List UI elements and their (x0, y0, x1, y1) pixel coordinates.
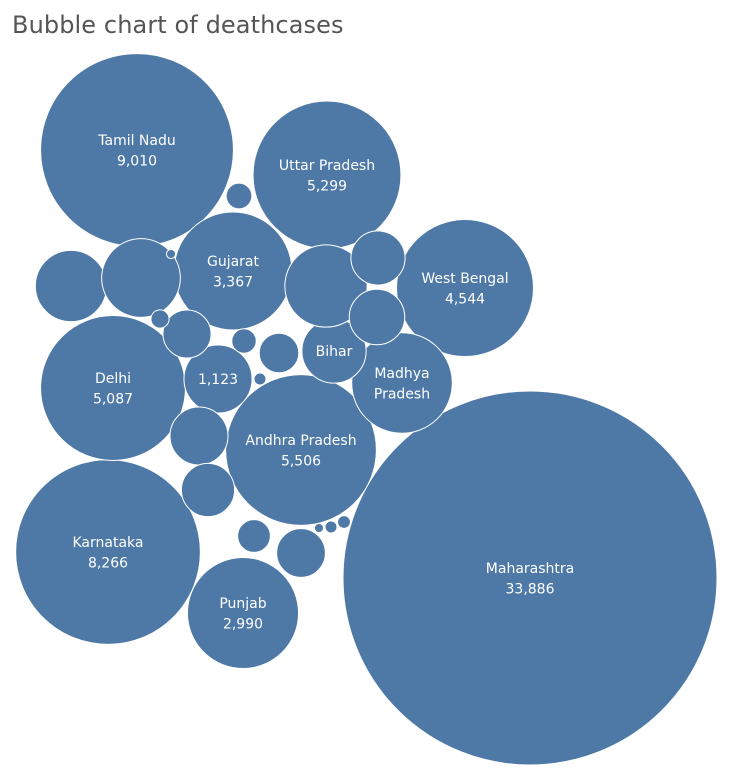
bubble-circle-unlabeled-28[interactable] (253, 372, 267, 386)
bubble-karnataka[interactable]: Karnataka 8,266 (15, 459, 201, 645)
bubble-unlabeled-18[interactable] (350, 230, 406, 286)
bubble-name-tamil-nadu: Tamil Nadu (97, 133, 176, 149)
bubble-circle-unlabeled-27[interactable] (337, 515, 351, 529)
bubble-circle-unlabeled-16[interactable] (169, 406, 229, 466)
bubble-value-karnataka: 8,266 (88, 555, 128, 571)
bubble-circle-andhra-pradesh[interactable] (225, 374, 377, 526)
bubble-unlabeled-12[interactable]: 1,123 (183, 344, 253, 414)
bubble-unlabeled-17[interactable] (348, 288, 406, 346)
bubble-circle-unlabeled-20[interactable] (276, 528, 326, 578)
bubble-unlabeled-15[interactable] (101, 238, 181, 318)
bubble-value-tamil-nadu: 9,010 (117, 153, 157, 169)
bubble-circle-karnataka[interactable] (15, 459, 201, 645)
bubble-value-west-bengal: 4,544 (445, 291, 485, 307)
bubble-maharashtra[interactable]: Maharashtra 33,886 (342, 390, 718, 766)
bubble-value-punjab: 2,990 (223, 616, 263, 632)
bubble-delhi[interactable]: Delhi 5,087 (40, 315, 186, 461)
bubble-unlabeled-13[interactable] (284, 244, 368, 328)
bubble-name-karnataka: Karnataka (73, 535, 144, 551)
bubble-value-unlabeled-12: 1,123 (198, 372, 238, 388)
bubble-circle-west-bengal[interactable] (396, 219, 534, 357)
bubble-unlabeled-20[interactable] (276, 528, 326, 578)
bubble-andhra-pradesh[interactable]: Andhra Pradesh 5,506 (225, 374, 377, 526)
bubble-name-uttar-pradesh: Uttar Pradesh (279, 158, 375, 174)
bubble-unlabeled-14[interactable] (34, 249, 108, 323)
bubble-unlabeled-30[interactable] (165, 248, 177, 260)
bubble-unlabeled-25[interactable] (231, 328, 257, 354)
bubble-west-bengal[interactable]: West Bengal 4,544 (396, 219, 534, 357)
bubble-circle-unlabeled-15[interactable] (101, 238, 181, 318)
bubble-circle-unlabeled-30[interactable] (165, 248, 177, 260)
bubble-circle-tamil-nadu[interactable] (40, 53, 234, 247)
bubble-circle-uttar-pradesh[interactable] (252, 100, 402, 250)
bubble-uttar-pradesh[interactable]: Uttar Pradesh 5,299 (252, 100, 402, 250)
bubble-tamil-nadu[interactable]: Tamil Nadu 9,010 (40, 53, 234, 247)
bubble-circle-unlabeled-19[interactable] (180, 462, 236, 518)
bubble-name-andhra-pradesh: Andhra Pradesh (245, 433, 356, 449)
bubble-name-bihar: Bihar (316, 344, 353, 360)
bubble-unlabeled-31[interactable] (313, 522, 325, 534)
bubble-name-madhya-pradesh-line-2: Pradesh (374, 386, 430, 402)
bubble-punjab[interactable]: Punjab 2,990 (186, 556, 300, 670)
bubble-unlabeled-28[interactable] (253, 372, 267, 386)
bubble-circle-unlabeled-17[interactable] (348, 288, 406, 346)
bubble-circle-unlabeled-23[interactable] (237, 519, 271, 553)
bubble-circle-unlabeled-13[interactable] (284, 244, 368, 328)
bubble-circle-maharashtra[interactable] (342, 390, 718, 766)
bubble-unlabeled-23[interactable] (237, 519, 271, 553)
bubble-name-maharashtra: Maharashtra (486, 561, 574, 577)
bubble-circle-unlabeled-12[interactable] (183, 344, 253, 414)
bubble-circle-unlabeled-24[interactable] (225, 182, 253, 210)
bubble-circle-punjab[interactable] (186, 556, 300, 670)
bubble-value-delhi: 5,087 (93, 391, 133, 407)
bubble-bihar[interactable]: Bihar (301, 318, 367, 384)
bubble-circle-unlabeled-22[interactable] (258, 332, 300, 374)
bubble-name-gujarat: Gujarat (207, 254, 260, 270)
bubble-value-andhra-pradesh: 5,506 (281, 453, 321, 469)
bubble-circle-unlabeled-21[interactable] (162, 309, 212, 359)
bubble-name-delhi: Delhi (95, 371, 131, 387)
bubbles-layer: Maharashtra 33,886 Tamil Nadu 9,010 Karnatak… (15, 53, 718, 766)
bubble-value-uttar-pradesh: 5,299 (307, 178, 347, 194)
bubble-name-punjab: Punjab (219, 596, 266, 612)
bubble-unlabeled-16[interactable] (169, 406, 229, 466)
bubble-unlabeled-19[interactable] (180, 462, 236, 518)
bubble-name-madhya-pradesh-line-1: Madhya (374, 366, 429, 382)
chart-title: Bubble chart of deathcases (12, 11, 344, 39)
bubble-value-maharashtra: 33,886 (506, 581, 555, 597)
bubble-circle-unlabeled-14[interactable] (34, 249, 108, 323)
bubble-circle-unlabeled-29[interactable] (324, 520, 338, 534)
bubble-madhya-pradesh[interactable]: Madhya Pradesh (351, 332, 453, 434)
bubble-circle-unlabeled-31[interactable] (313, 522, 325, 534)
bubble-circle-unlabeled-26[interactable] (150, 309, 170, 329)
bubble-value-gujarat: 3,367 (213, 274, 253, 290)
bubble-circle-madhya-pradesh[interactable] (351, 332, 453, 434)
bubble-unlabeled-27[interactable] (337, 515, 351, 529)
bubble-unlabeled-22[interactable] (258, 332, 300, 374)
bubble-unlabeled-26[interactable] (150, 309, 170, 329)
bubble-unlabeled-29[interactable] (324, 520, 338, 534)
bubble-gujarat[interactable]: Gujarat 3,367 (173, 211, 293, 331)
bubble-unlabeled-24[interactable] (225, 182, 253, 210)
bubble-circle-unlabeled-18[interactable] (350, 230, 406, 286)
bubble-name-west-bengal: West Bengal (421, 271, 508, 287)
bubble-unlabeled-21[interactable] (162, 309, 212, 359)
bubble-circle-unlabeled-25[interactable] (231, 328, 257, 354)
